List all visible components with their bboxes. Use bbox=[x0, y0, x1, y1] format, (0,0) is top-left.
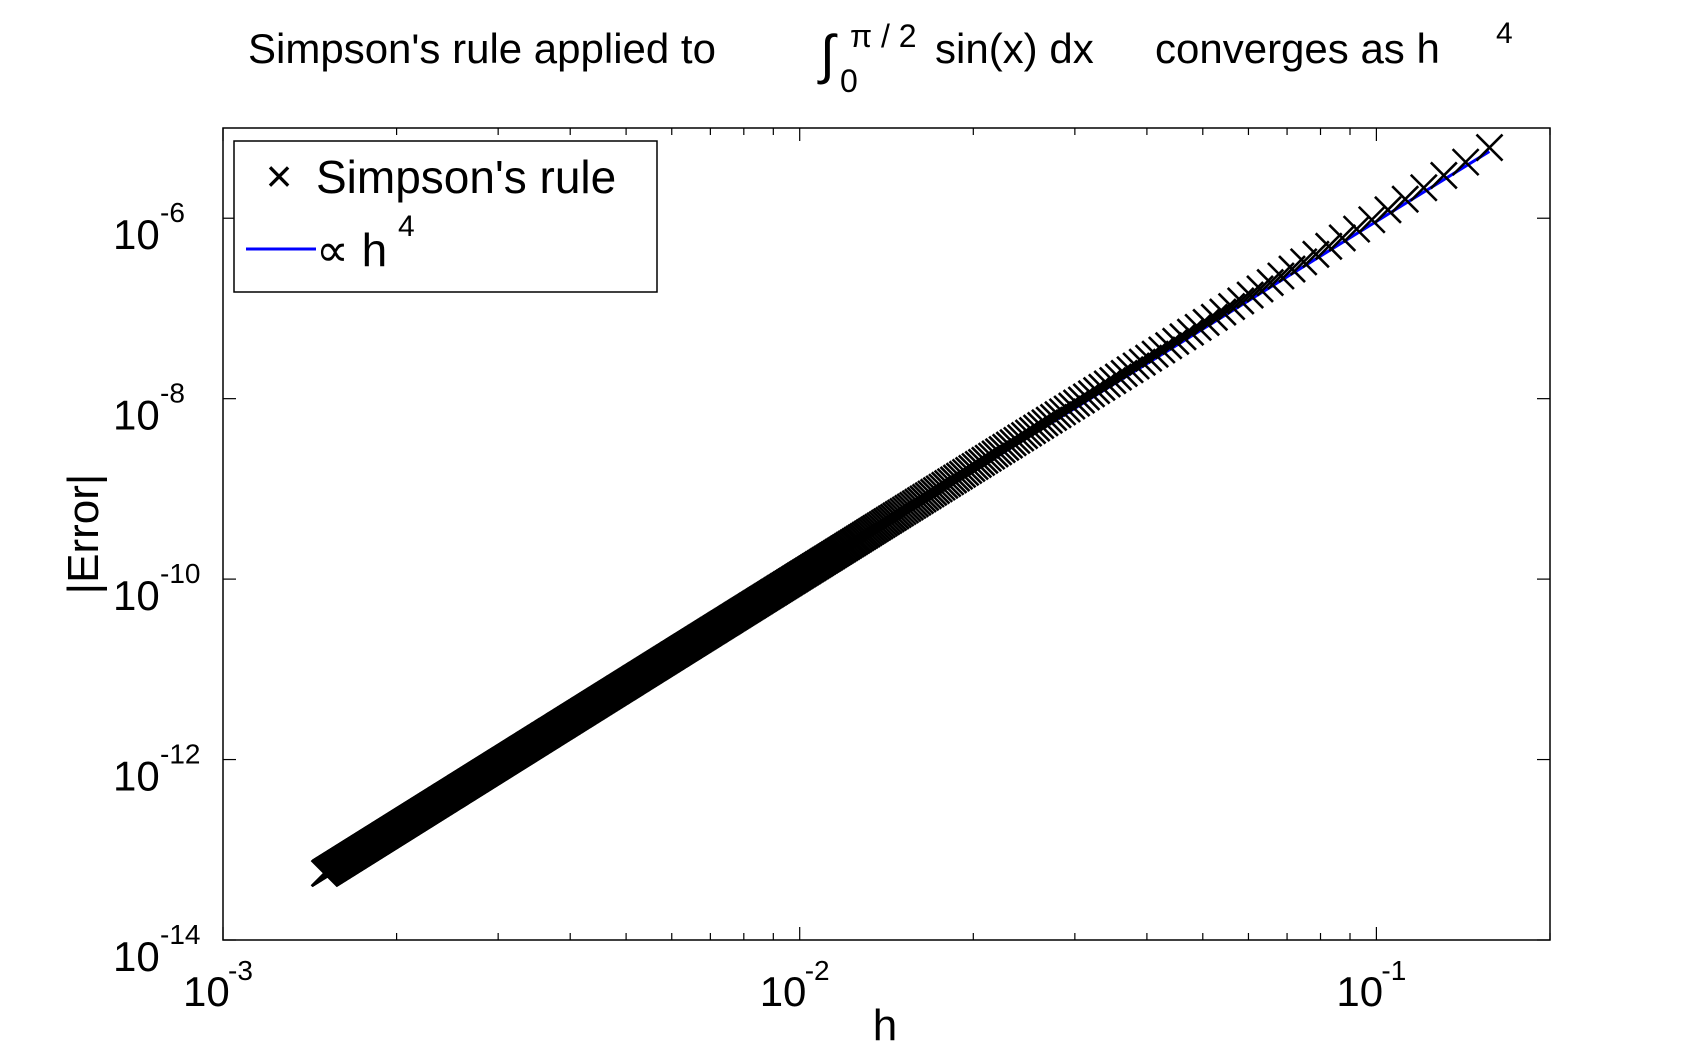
title-integral-sign: ∫ bbox=[817, 25, 838, 85]
data-point-simpson bbox=[1147, 336, 1176, 364]
data-point-simpson bbox=[1475, 133, 1504, 162]
data-point-simpson bbox=[1328, 224, 1357, 252]
data-point-simpson bbox=[1217, 292, 1246, 321]
y-axis-label: |Error| bbox=[59, 474, 108, 595]
data-point-simpson bbox=[1409, 173, 1438, 202]
data-point-simpson bbox=[1391, 185, 1420, 214]
legend-label-h4-exponent: 4 bbox=[398, 210, 415, 243]
data-point-simpson bbox=[1161, 327, 1190, 356]
data-point-simpson bbox=[1451, 148, 1480, 177]
data-point-simpson bbox=[1429, 161, 1458, 190]
x-axis-label: h bbox=[873, 1001, 897, 1050]
x-tick-label: 10 bbox=[1336, 968, 1383, 1015]
data-point-simpson bbox=[1374, 195, 1402, 224]
data-point-simpson bbox=[1192, 308, 1221, 337]
x-axis-ticks: 10-3 10-2 10-1 bbox=[183, 128, 1551, 1015]
data-point-simpson bbox=[1301, 240, 1330, 269]
legend-box bbox=[233, 140, 658, 293]
data-point-simpson bbox=[1342, 215, 1371, 244]
x-tick-label-exponent: -3 bbox=[228, 955, 253, 986]
data-point-simpson bbox=[1176, 318, 1205, 347]
title-upper-limit: π / 2 bbox=[850, 18, 917, 54]
data-point-simpson bbox=[1236, 281, 1265, 309]
data-point-simpson bbox=[1128, 348, 1157, 377]
data-point-simpson bbox=[1314, 232, 1343, 261]
y-tick-label: 10 bbox=[113, 933, 160, 980]
y-tick-label: 10 bbox=[113, 392, 160, 439]
y-tick-label-exponent: -14 bbox=[160, 919, 200, 950]
y-tick-label-exponent: -6 bbox=[160, 197, 185, 228]
x-tick-label-exponent: -1 bbox=[1381, 955, 1406, 986]
y-tick-label: 10 bbox=[113, 572, 160, 619]
title-exponent: 4 bbox=[1496, 17, 1513, 50]
data-point-simpson bbox=[310, 859, 339, 888]
x-tick-label-exponent: -2 bbox=[805, 955, 830, 986]
title-lower-limit: 0 bbox=[840, 63, 858, 99]
data-point-simpson bbox=[1226, 286, 1255, 315]
data-point-simpson bbox=[1169, 322, 1197, 351]
data-point-simpson bbox=[1134, 344, 1163, 373]
y-tick-label-exponent: -8 bbox=[160, 378, 185, 409]
title-prefix: Simpson's rule applied to bbox=[248, 25, 728, 72]
chart-title: Simpson's rule applied to ∫ π / 2 0 sin(… bbox=[248, 17, 1513, 99]
data-point-simpson bbox=[1141, 340, 1170, 369]
data-point-simpson bbox=[1154, 331, 1183, 360]
plot-area bbox=[310, 133, 1504, 888]
legend-label-simpson: Simpson's rule bbox=[316, 151, 616, 203]
data-point-simpson bbox=[1208, 298, 1237, 326]
title-suffix: converges as h bbox=[1155, 25, 1440, 72]
legend: × Simpson's rule ∝ h 4 bbox=[233, 140, 658, 293]
x-tick-label: 10 bbox=[183, 968, 230, 1015]
legend-label-h4: ∝ h bbox=[316, 224, 387, 276]
x-tick-label: 10 bbox=[760, 968, 807, 1015]
data-point-simpson bbox=[1122, 352, 1151, 380]
y-tick-label: 10 bbox=[113, 753, 160, 800]
y-tick-label: 10 bbox=[113, 211, 160, 258]
y-tick-label-exponent: -10 bbox=[160, 558, 200, 589]
y-tick-label-exponent: -12 bbox=[160, 739, 200, 770]
data-point-simpson bbox=[1357, 205, 1386, 234]
title-integrand: sin(x) dx bbox=[935, 25, 1094, 72]
data-point-simpson bbox=[1184, 313, 1213, 342]
legend-marker-simpson: × bbox=[266, 150, 293, 202]
data-point-simpson bbox=[1200, 303, 1229, 332]
